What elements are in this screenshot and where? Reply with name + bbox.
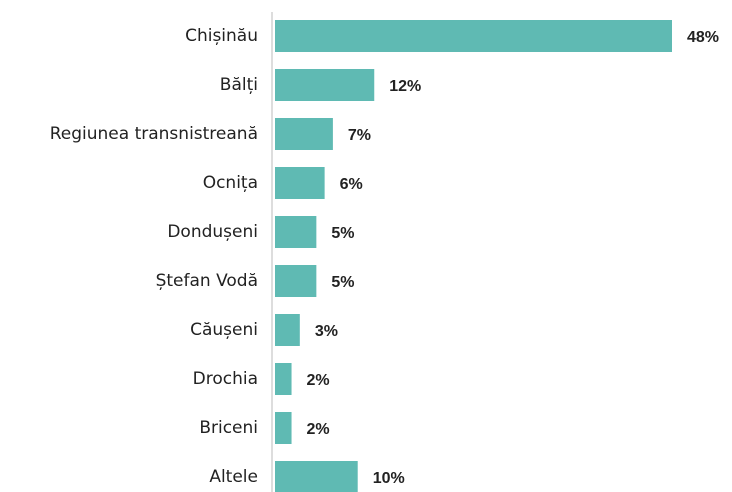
category-label: Ocnița [203, 173, 258, 193]
bar [275, 167, 325, 199]
category-label: Căușeni [190, 320, 258, 340]
category-label: Ștefan Vodă [156, 271, 258, 291]
bar [275, 314, 300, 346]
value-label: 5% [331, 274, 354, 291]
value-label: 2% [307, 372, 330, 389]
value-label: 2% [307, 421, 330, 438]
bar [275, 412, 292, 444]
value-label: 12% [389, 78, 421, 95]
category-label: Altele [209, 467, 258, 487]
bar [275, 118, 333, 150]
bar [275, 265, 317, 297]
category-label: Regiunea transnistreană [50, 124, 258, 144]
value-label: 5% [331, 225, 354, 242]
bar [275, 69, 375, 101]
value-label: 7% [348, 127, 371, 144]
category-label: Briceni [199, 418, 258, 438]
category-label: Dondușeni [167, 222, 258, 242]
value-label: 10% [373, 470, 405, 487]
bar [275, 461, 358, 492]
value-label: 6% [340, 176, 363, 193]
bar [275, 216, 317, 248]
value-label: 48% [687, 29, 719, 46]
value-label: 3% [315, 323, 338, 340]
category-label: Chișinău [185, 26, 258, 46]
bar [275, 20, 672, 52]
category-label: Bălți [220, 75, 258, 95]
bar [275, 363, 292, 395]
category-label: Drochia [193, 369, 258, 389]
